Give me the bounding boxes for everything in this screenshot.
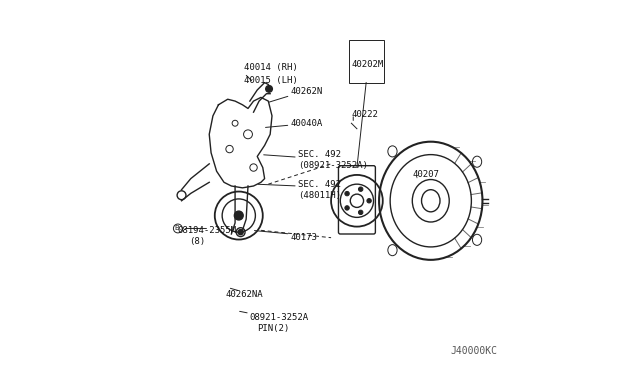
Text: 40014 (RH): 40014 (RH) — [244, 63, 298, 72]
Text: 40262N: 40262N — [291, 87, 323, 96]
Text: (48011H): (48011H) — [298, 191, 341, 200]
Text: 40222: 40222 — [351, 109, 378, 119]
Text: 40202M: 40202M — [351, 60, 383, 69]
Text: SEC. 492: SEC. 492 — [298, 180, 341, 189]
Text: J40000KC: J40000KC — [450, 346, 497, 356]
Circle shape — [358, 210, 363, 215]
Circle shape — [367, 199, 371, 203]
Text: (8): (8) — [189, 237, 205, 246]
Text: SEC. 492: SEC. 492 — [298, 150, 341, 159]
Text: 08921-3252A: 08921-3252A — [250, 312, 309, 321]
Text: 40015 (LH): 40015 (LH) — [244, 76, 298, 85]
Circle shape — [358, 187, 363, 192]
Circle shape — [238, 230, 243, 235]
Text: 40040A: 40040A — [291, 119, 323, 128]
Circle shape — [266, 86, 273, 92]
Text: B: B — [174, 225, 179, 231]
Text: 40262NA: 40262NA — [226, 291, 264, 299]
Text: 40207: 40207 — [412, 170, 439, 179]
Circle shape — [345, 206, 349, 210]
Text: 40173: 40173 — [291, 233, 317, 242]
Circle shape — [345, 191, 349, 196]
Circle shape — [234, 211, 243, 220]
Text: 08194-2355M: 08194-2355M — [178, 226, 237, 235]
Text: PIN(2): PIN(2) — [257, 324, 289, 333]
Text: (08921-3252A): (08921-3252A) — [298, 161, 368, 170]
